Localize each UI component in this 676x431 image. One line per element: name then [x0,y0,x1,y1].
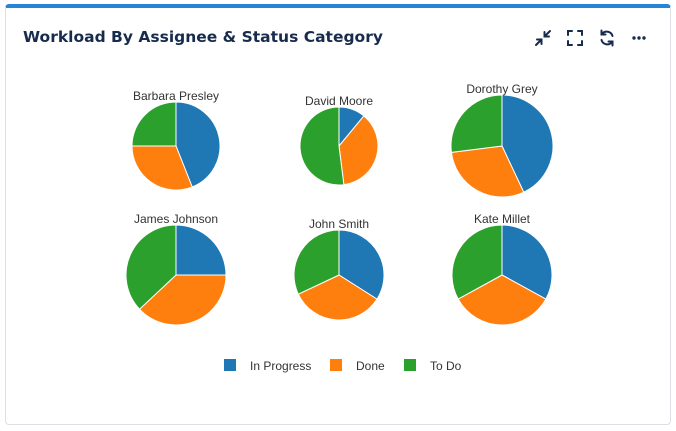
pie-title: Kate Millet [474,212,531,226]
legend-label: To Do [430,359,462,373]
legend-label: Done [356,359,385,373]
legend-item-done[interactable]: Done [330,359,385,373]
widget-title: Workload By Assignee & Status Category [23,28,383,46]
pie-slice-in-progress[interactable] [175,224,227,276]
pie-slice-to-do[interactable] [299,106,345,186]
widget-toolbar [6,26,670,50]
pie-title: John Smith [309,217,369,231]
pie-dorothy-grey: Dorothy Grey [450,82,554,198]
fullscreen-icon[interactable] [563,26,587,50]
chart-legend: In Progress Done To Do [224,359,462,373]
pie-title: James Johnson [134,212,218,226]
pie-slice-to-do[interactable] [293,229,340,295]
collapse-icon[interactable] [531,26,555,50]
refresh-icon[interactable] [595,26,619,50]
pie-slice-to-do[interactable] [451,224,503,300]
pie-slice-done[interactable] [297,274,378,321]
pie-david-moore: David Moore [299,94,379,186]
pie-slice-to-do[interactable] [125,224,177,310]
legend-label: In Progress [250,359,311,373]
more-options-icon[interactable] [627,26,651,50]
pie-john-smith: John Smith [293,217,385,321]
pie-title: David Moore [305,94,373,108]
pie-slice-done[interactable] [138,274,227,326]
pie-title: Dorothy Grey [466,82,537,96]
legend-swatch [330,359,342,371]
pie-kate-millet: Kate Millet [451,212,553,326]
pie-barbara-presley: Barbara Presley [131,89,221,191]
pie-slice-to-do[interactable] [131,101,177,147]
pie-james-johnson: James Johnson [125,212,227,326]
pie-slice-in-progress[interactable] [501,94,554,193]
legend-item-to-do[interactable]: To Do [404,359,462,373]
pie-slice-done[interactable] [450,145,525,198]
pie-slice-to-do[interactable] [450,94,503,153]
legend-item-in-progress[interactable]: In Progress [224,359,311,373]
pie-slice-in-progress[interactable] [501,224,553,300]
pie-slice-in-progress[interactable] [175,101,221,188]
legend-swatch [404,359,416,371]
legend-swatch [224,359,236,371]
workload-widget: Workload By Assignee & Status Category [5,4,671,425]
pie-slice-done[interactable] [131,145,193,191]
pie-slice-done[interactable] [338,115,379,186]
pie-title: Barbara Presley [133,89,219,103]
